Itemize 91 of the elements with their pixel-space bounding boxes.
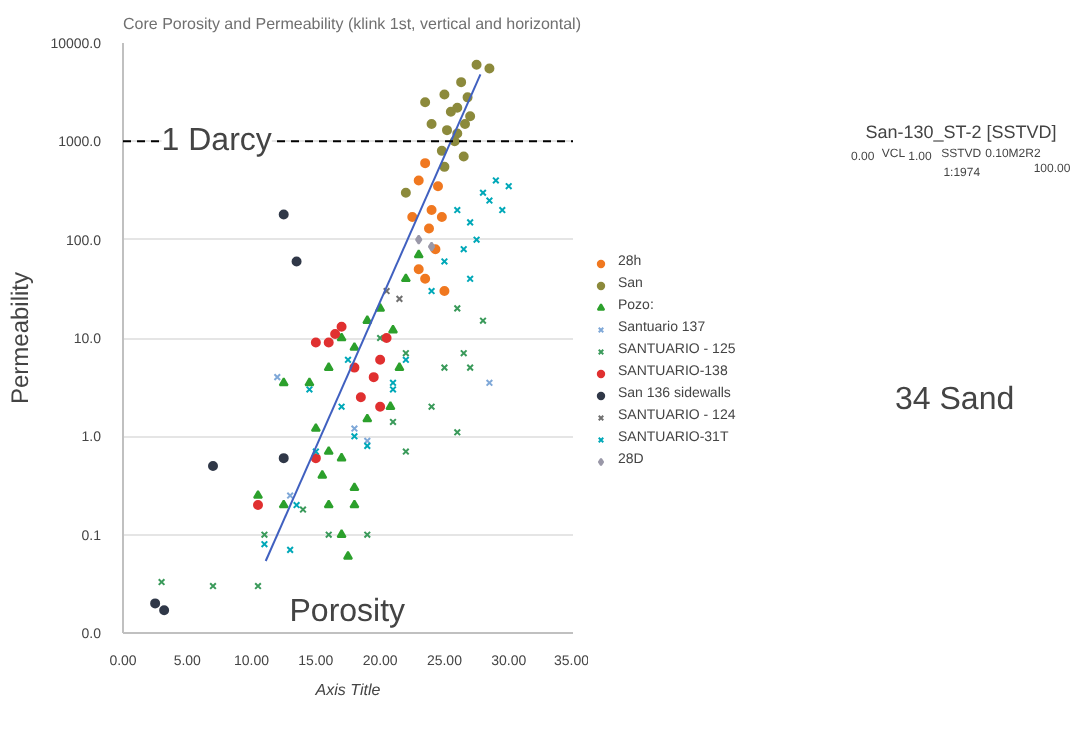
point: [159, 605, 170, 616]
point: [439, 89, 450, 100]
point: [336, 529, 347, 538]
point: [436, 212, 447, 222]
x-axis-title: Axis Title: [313, 681, 382, 699]
point: [278, 499, 289, 509]
point: [427, 241, 436, 252]
point: [388, 324, 398, 334]
point: [452, 102, 463, 113]
point: [442, 125, 452, 136]
point: [413, 264, 424, 275]
point: [336, 452, 347, 462]
point: [466, 274, 474, 283]
point: [310, 422, 321, 432]
point: [363, 530, 372, 539]
point: [456, 77, 467, 88]
text: 34 Sand: [895, 383, 1015, 418]
point: [368, 372, 379, 383]
point: [305, 385, 314, 394]
point: [330, 328, 341, 339]
point: [355, 392, 366, 403]
point: [400, 273, 411, 283]
point: [389, 385, 397, 394]
point: [460, 119, 470, 130]
point: [253, 489, 263, 499]
point: [375, 354, 386, 365]
point: [260, 540, 269, 549]
point: [485, 379, 494, 387]
point: [420, 158, 431, 169]
point: [400, 187, 411, 198]
point: [426, 119, 437, 130]
point: [492, 176, 500, 185]
point: [324, 530, 333, 539]
ref-line-label: 1 Darcy: [161, 124, 272, 159]
point: [381, 333, 392, 343]
point: [323, 499, 334, 509]
point: [350, 424, 359, 433]
point: [427, 402, 436, 411]
point: [323, 361, 334, 371]
annotation: Porosity: [289, 595, 406, 629]
point: [407, 212, 418, 222]
point: [278, 453, 289, 464]
point: [472, 235, 481, 244]
point: [323, 445, 334, 455]
point: [402, 447, 410, 456]
point: [426, 205, 437, 216]
point: [343, 550, 353, 560]
point: [484, 63, 495, 74]
point: [253, 500, 263, 511]
point: [337, 402, 346, 411]
point: [349, 341, 360, 351]
point: [278, 209, 289, 220]
point: [433, 181, 443, 192]
y-axis-title: Permeability: [6, 271, 35, 405]
point: [465, 111, 476, 122]
point: [349, 499, 360, 509]
point: [394, 361, 405, 371]
point: [439, 286, 450, 297]
point: [458, 151, 469, 162]
point: [424, 223, 434, 234]
point: [413, 249, 424, 259]
point: [323, 337, 334, 348]
point: [375, 401, 386, 412]
point: [350, 432, 359, 441]
point: [402, 349, 410, 358]
point: [336, 332, 347, 342]
point: [336, 321, 347, 332]
point: [413, 175, 424, 186]
point: [260, 530, 269, 539]
point: [362, 413, 373, 423]
point: [291, 256, 302, 267]
text: San-130_ST-2 [SSTVD]: [865, 122, 1057, 143]
point: [439, 161, 450, 172]
point: [415, 234, 423, 245]
point: [385, 401, 396, 411]
chart-title: Core Porosity and Permeability (klink 1st, vertical and horizontal): [123, 15, 582, 33]
point: [150, 598, 161, 609]
point: [420, 97, 431, 108]
point: [349, 482, 360, 492]
point: [278, 377, 289, 387]
point: [453, 304, 462, 313]
point: [436, 145, 447, 156]
point: [310, 337, 321, 348]
point: [317, 469, 328, 479]
point: [304, 377, 315, 387]
point: [440, 257, 449, 266]
point: [420, 273, 431, 284]
point: [485, 196, 494, 205]
point: [471, 59, 482, 70]
point: [208, 460, 218, 471]
point: [440, 363, 449, 372]
